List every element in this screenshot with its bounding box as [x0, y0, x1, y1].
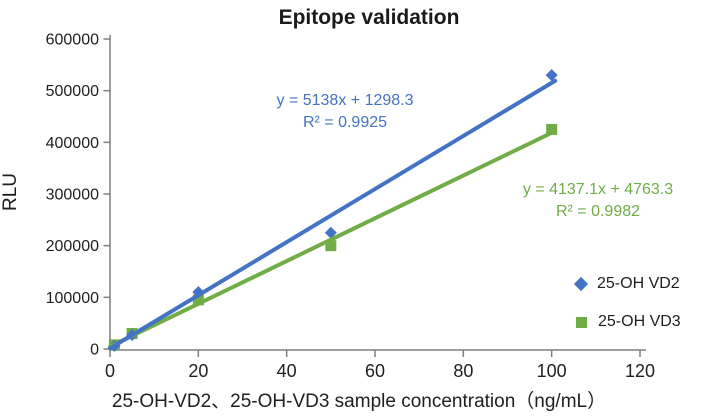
y-tick-label: 600000: [46, 32, 99, 49]
legend-label-vd3: 25-OH VD3: [598, 313, 681, 330]
x-tick-label: 20: [188, 361, 208, 381]
r-squared-text-vd2: R² = 0.9925: [302, 114, 388, 131]
x-tick-label: 60: [365, 361, 385, 381]
legend: 25-OH VD2 25-OH VD3: [573, 265, 681, 341]
legend-item-vd2: 25-OH VD2: [573, 265, 681, 303]
y-tick-label: 400000: [46, 135, 99, 152]
chart-title: Epitope validation: [278, 6, 460, 29]
x-tick-label: 100: [537, 361, 567, 381]
data-point-diamond: [545, 69, 558, 82]
trendline-equation-vd2: y = 5138x + 1298.3 R² = 0.9925: [235, 90, 455, 134]
x-tick-label: 0: [105, 361, 115, 381]
equation-text-vd3: y = 4137.1x + 4763.3: [522, 181, 674, 198]
y-tick-label: 300000: [46, 187, 99, 204]
legend-item-vd3: 25-OH VD3: [576, 303, 681, 341]
y-tick-label: 200000: [46, 238, 99, 255]
y-tick-label: 100000: [46, 290, 99, 307]
y-tick-label: 500000: [46, 83, 99, 100]
trendline-equation-vd3: y = 4137.1x + 4763.3 R² = 0.9982: [488, 179, 708, 223]
data-point-diamond: [324, 226, 337, 239]
x-tick-label: 40: [277, 361, 297, 381]
equation-text-vd2: y = 5138x + 1298.3: [276, 92, 414, 109]
r-squared-text-vd3: R² = 0.9982: [555, 203, 641, 220]
trendline: [108, 78, 558, 351]
x-axis-title: 25-OH-VD2、25-OH-VD3 sample concentration…: [111, 391, 607, 412]
y-axis-title: RLU: [0, 173, 21, 212]
data-point-square: [192, 294, 204, 306]
legend-label-vd2: 25-OH VD2: [597, 275, 680, 292]
y-tick-label: 0: [90, 342, 99, 359]
x-tick-label: 120: [625, 361, 655, 381]
data-point-square: [325, 240, 337, 252]
diamond-marker-icon: [573, 276, 589, 292]
x-tick-label: 80: [453, 361, 473, 381]
trendline: [108, 129, 558, 349]
data-point-square: [546, 123, 558, 135]
square-marker-icon: [576, 316, 587, 328]
